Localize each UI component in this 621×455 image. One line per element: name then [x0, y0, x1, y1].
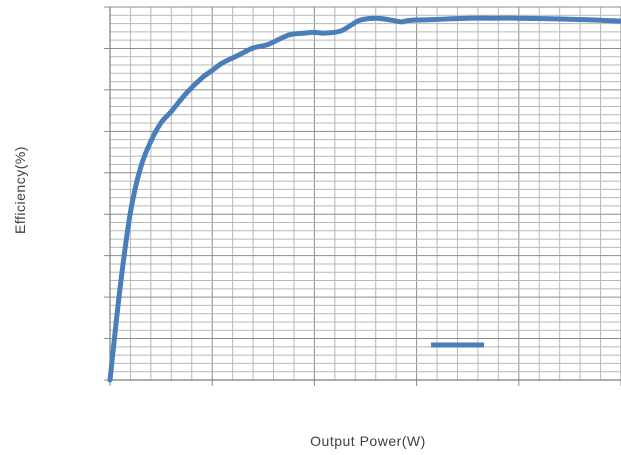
x-axis-label: Output Power(W)	[310, 433, 426, 449]
efficiency-series-line	[107, 15, 621, 383]
y-axis-label: Efficiency(%)	[12, 146, 28, 234]
chart-grid	[104, 6, 621, 386]
chart-series	[107, 15, 621, 383]
